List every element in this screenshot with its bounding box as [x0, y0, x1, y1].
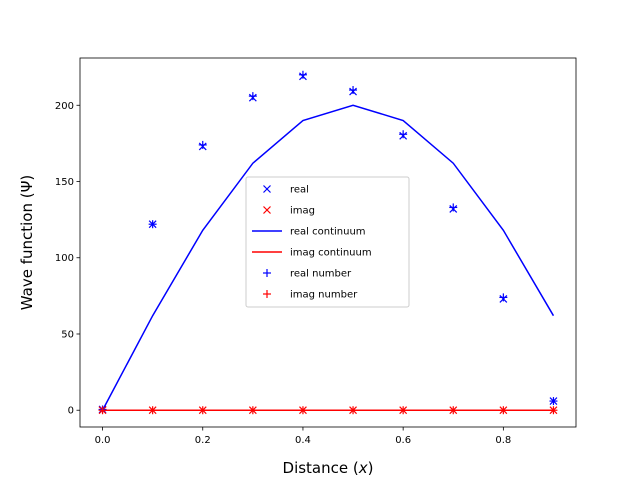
data-point-imag-number-0 [98, 406, 107, 415]
y-tick-label-4: 200 [55, 101, 74, 112]
legend-label-real: real [290, 185, 309, 196]
data-point-real-number-2 [198, 140, 207, 149]
data-point-real-number-4 [298, 70, 307, 79]
x-tick-label-2: 0.4 [295, 435, 311, 446]
series-line-real-continuum [101, 104, 555, 411]
data-point-real-number-6 [399, 130, 408, 139]
legend-swatch-imag [263, 206, 271, 214]
data-point-imag-number-5 [349, 406, 358, 415]
data-point-imag-number-7 [449, 406, 458, 415]
data-point-real-number-8 [499, 293, 508, 302]
legend-label-imag: imag [290, 206, 315, 217]
legend-label-imag-continuum: imag continuum [290, 248, 372, 259]
data-point-imag-number-3 [248, 406, 257, 415]
data-point-real-number-1 [148, 220, 157, 229]
legend-swatch-real [263, 185, 271, 193]
legend-label-imag-number: imag number [290, 290, 358, 301]
y-tick-label-0: 0 [68, 406, 74, 417]
data-point-imag-number-6 [399, 406, 408, 415]
data-point-imag-number-2 [198, 406, 207, 415]
plot-area [98, 70, 558, 415]
data-point-real-number-5 [349, 86, 358, 95]
data-point-real-number-9 [549, 397, 558, 406]
data-point-imag-number-9 [549, 406, 558, 415]
data-point-imag-number-4 [298, 406, 307, 415]
legend-label-real-number: real number [290, 269, 352, 280]
legend-swatch-real-stroke-b [263, 185, 271, 193]
legend-box [245, 176, 410, 308]
x-tick-label-1: 0.2 [195, 435, 211, 446]
y-tick-label-2: 100 [55, 253, 74, 264]
x-axis-label: Distance (x) [283, 459, 374, 477]
legend: real imag real continuum imag continuum real… [245, 176, 410, 308]
x-tick-label-0: 0.0 [95, 435, 111, 446]
data-point-real-number-7 [449, 203, 458, 212]
legend-label-real-continuum: real continuum [290, 227, 366, 238]
x-tick-label-4: 0.8 [495, 435, 511, 446]
x-tick-label-3: 0.6 [395, 435, 411, 446]
y-tick-label-3: 150 [55, 177, 74, 188]
legend-swatch-imag-stroke-b [263, 206, 271, 214]
legend-swatch-real-number [263, 269, 271, 277]
series-markers-imag-number [98, 406, 558, 415]
axis-ticks: 0.0 0.2 0.4 0.6 0.8 0 50 100 150 200 [55, 101, 511, 446]
data-point-imag-number-8 [499, 406, 508, 415]
y-axis-label: Wave function (Ψ) [18, 175, 36, 311]
data-point-real-number-3 [248, 92, 257, 101]
legend-swatch-imag-number [263, 290, 271, 298]
y-tick-label-1: 50 [61, 329, 74, 340]
data-point-imag-number-1 [148, 406, 157, 415]
axes-frame [79, 57, 577, 428]
